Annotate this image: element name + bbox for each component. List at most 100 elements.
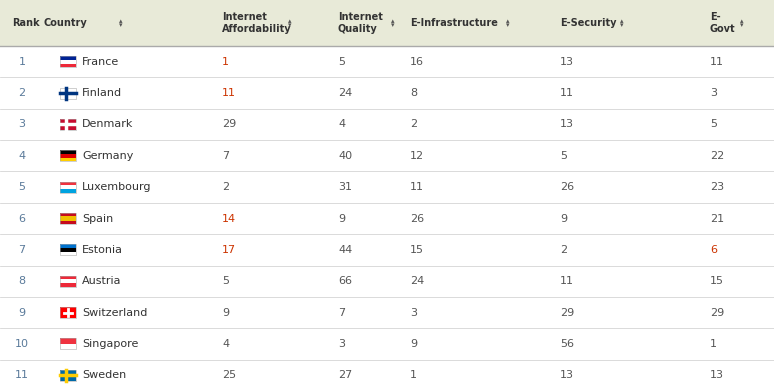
- Text: 9: 9: [560, 213, 567, 224]
- Text: 15: 15: [410, 245, 424, 255]
- Text: 13: 13: [560, 119, 574, 129]
- Text: 7: 7: [222, 151, 229, 161]
- Text: 11: 11: [410, 182, 424, 192]
- Bar: [60, 119, 76, 130]
- Bar: [0, 297, 774, 328]
- Bar: [60, 185, 76, 189]
- Bar: [60, 182, 76, 185]
- Text: Switzerland: Switzerland: [82, 308, 147, 317]
- Text: Denmark: Denmark: [82, 119, 133, 129]
- Text: 5: 5: [338, 57, 345, 67]
- Bar: [0, 234, 774, 265]
- Text: 24: 24: [338, 88, 352, 98]
- Bar: [60, 150, 76, 154]
- Text: 3: 3: [410, 308, 417, 317]
- Text: Austria: Austria: [82, 276, 122, 286]
- Text: Singapore: Singapore: [82, 339, 139, 349]
- Bar: [0, 265, 774, 297]
- Bar: [60, 216, 76, 221]
- Text: 29: 29: [710, 308, 724, 317]
- Bar: [60, 244, 76, 248]
- Bar: [60, 339, 76, 344]
- Bar: [60, 154, 76, 158]
- Text: 56: 56: [560, 339, 574, 349]
- Bar: [60, 56, 76, 60]
- Bar: [60, 279, 76, 283]
- Text: 2: 2: [410, 119, 417, 129]
- Text: 9: 9: [338, 213, 345, 224]
- Text: 27: 27: [338, 370, 352, 380]
- Text: 26: 26: [410, 213, 424, 224]
- Text: ▴
▾: ▴ ▾: [391, 18, 395, 28]
- Text: 66: 66: [338, 276, 352, 286]
- Text: Germany: Germany: [82, 151, 133, 161]
- Text: 5: 5: [19, 182, 26, 192]
- Text: Internet
Affordability: Internet Affordability: [222, 12, 292, 34]
- Text: ▴
▾: ▴ ▾: [119, 18, 123, 28]
- Text: 4: 4: [338, 119, 345, 129]
- Text: 2: 2: [19, 88, 26, 98]
- Text: 7: 7: [338, 308, 345, 317]
- Text: ▴
▾: ▴ ▾: [620, 18, 624, 28]
- Bar: [60, 213, 76, 216]
- Text: 9: 9: [410, 339, 417, 349]
- Bar: [60, 307, 76, 318]
- Text: 12: 12: [410, 151, 424, 161]
- Text: 11: 11: [222, 88, 236, 98]
- Bar: [0, 360, 774, 391]
- Text: 1: 1: [410, 370, 417, 380]
- Bar: [0, 0, 774, 46]
- Bar: [60, 339, 76, 350]
- Bar: [60, 370, 76, 381]
- Text: 11: 11: [710, 57, 724, 67]
- Text: 22: 22: [710, 151, 724, 161]
- Bar: [60, 248, 76, 252]
- Text: Luxembourg: Luxembourg: [82, 182, 152, 192]
- Text: 1: 1: [710, 339, 717, 349]
- Text: 9: 9: [19, 308, 26, 317]
- Bar: [60, 221, 76, 224]
- Bar: [0, 172, 774, 203]
- Text: 23: 23: [710, 182, 724, 192]
- Text: 17: 17: [222, 245, 236, 255]
- Text: Finland: Finland: [82, 88, 122, 98]
- Text: 25: 25: [222, 370, 236, 380]
- Text: 15: 15: [710, 276, 724, 286]
- Text: 29: 29: [560, 308, 574, 317]
- Text: Estonia: Estonia: [82, 245, 123, 255]
- Bar: [60, 307, 76, 318]
- Text: 4: 4: [19, 151, 26, 161]
- Text: Spain: Spain: [82, 213, 113, 224]
- Bar: [60, 64, 76, 67]
- Bar: [0, 109, 774, 140]
- Bar: [60, 56, 76, 67]
- Text: 11: 11: [15, 370, 29, 380]
- Text: Rank: Rank: [12, 18, 39, 28]
- Bar: [0, 77, 774, 109]
- Text: 7: 7: [19, 245, 26, 255]
- Text: 10: 10: [15, 339, 29, 349]
- Text: 14: 14: [222, 213, 236, 224]
- Text: 21: 21: [710, 213, 724, 224]
- Bar: [60, 150, 76, 161]
- Text: 2: 2: [560, 245, 567, 255]
- Bar: [60, 88, 76, 99]
- Text: 13: 13: [560, 370, 574, 380]
- Text: 11: 11: [560, 276, 574, 286]
- Text: 13: 13: [710, 370, 724, 380]
- Text: ▴
▾: ▴ ▾: [506, 18, 510, 28]
- Text: 2: 2: [222, 182, 229, 192]
- Text: E-Security: E-Security: [560, 18, 617, 28]
- Bar: [60, 283, 76, 287]
- Text: 1: 1: [222, 57, 229, 67]
- Text: ▴
▾: ▴ ▾: [740, 18, 744, 28]
- Text: 26: 26: [560, 182, 574, 192]
- Text: 5: 5: [560, 151, 567, 161]
- Bar: [60, 252, 76, 255]
- Bar: [60, 344, 76, 350]
- Text: 8: 8: [410, 88, 417, 98]
- Text: 13: 13: [560, 57, 574, 67]
- Text: E-
Govt: E- Govt: [710, 12, 735, 34]
- Bar: [60, 119, 76, 130]
- Text: 3: 3: [19, 119, 26, 129]
